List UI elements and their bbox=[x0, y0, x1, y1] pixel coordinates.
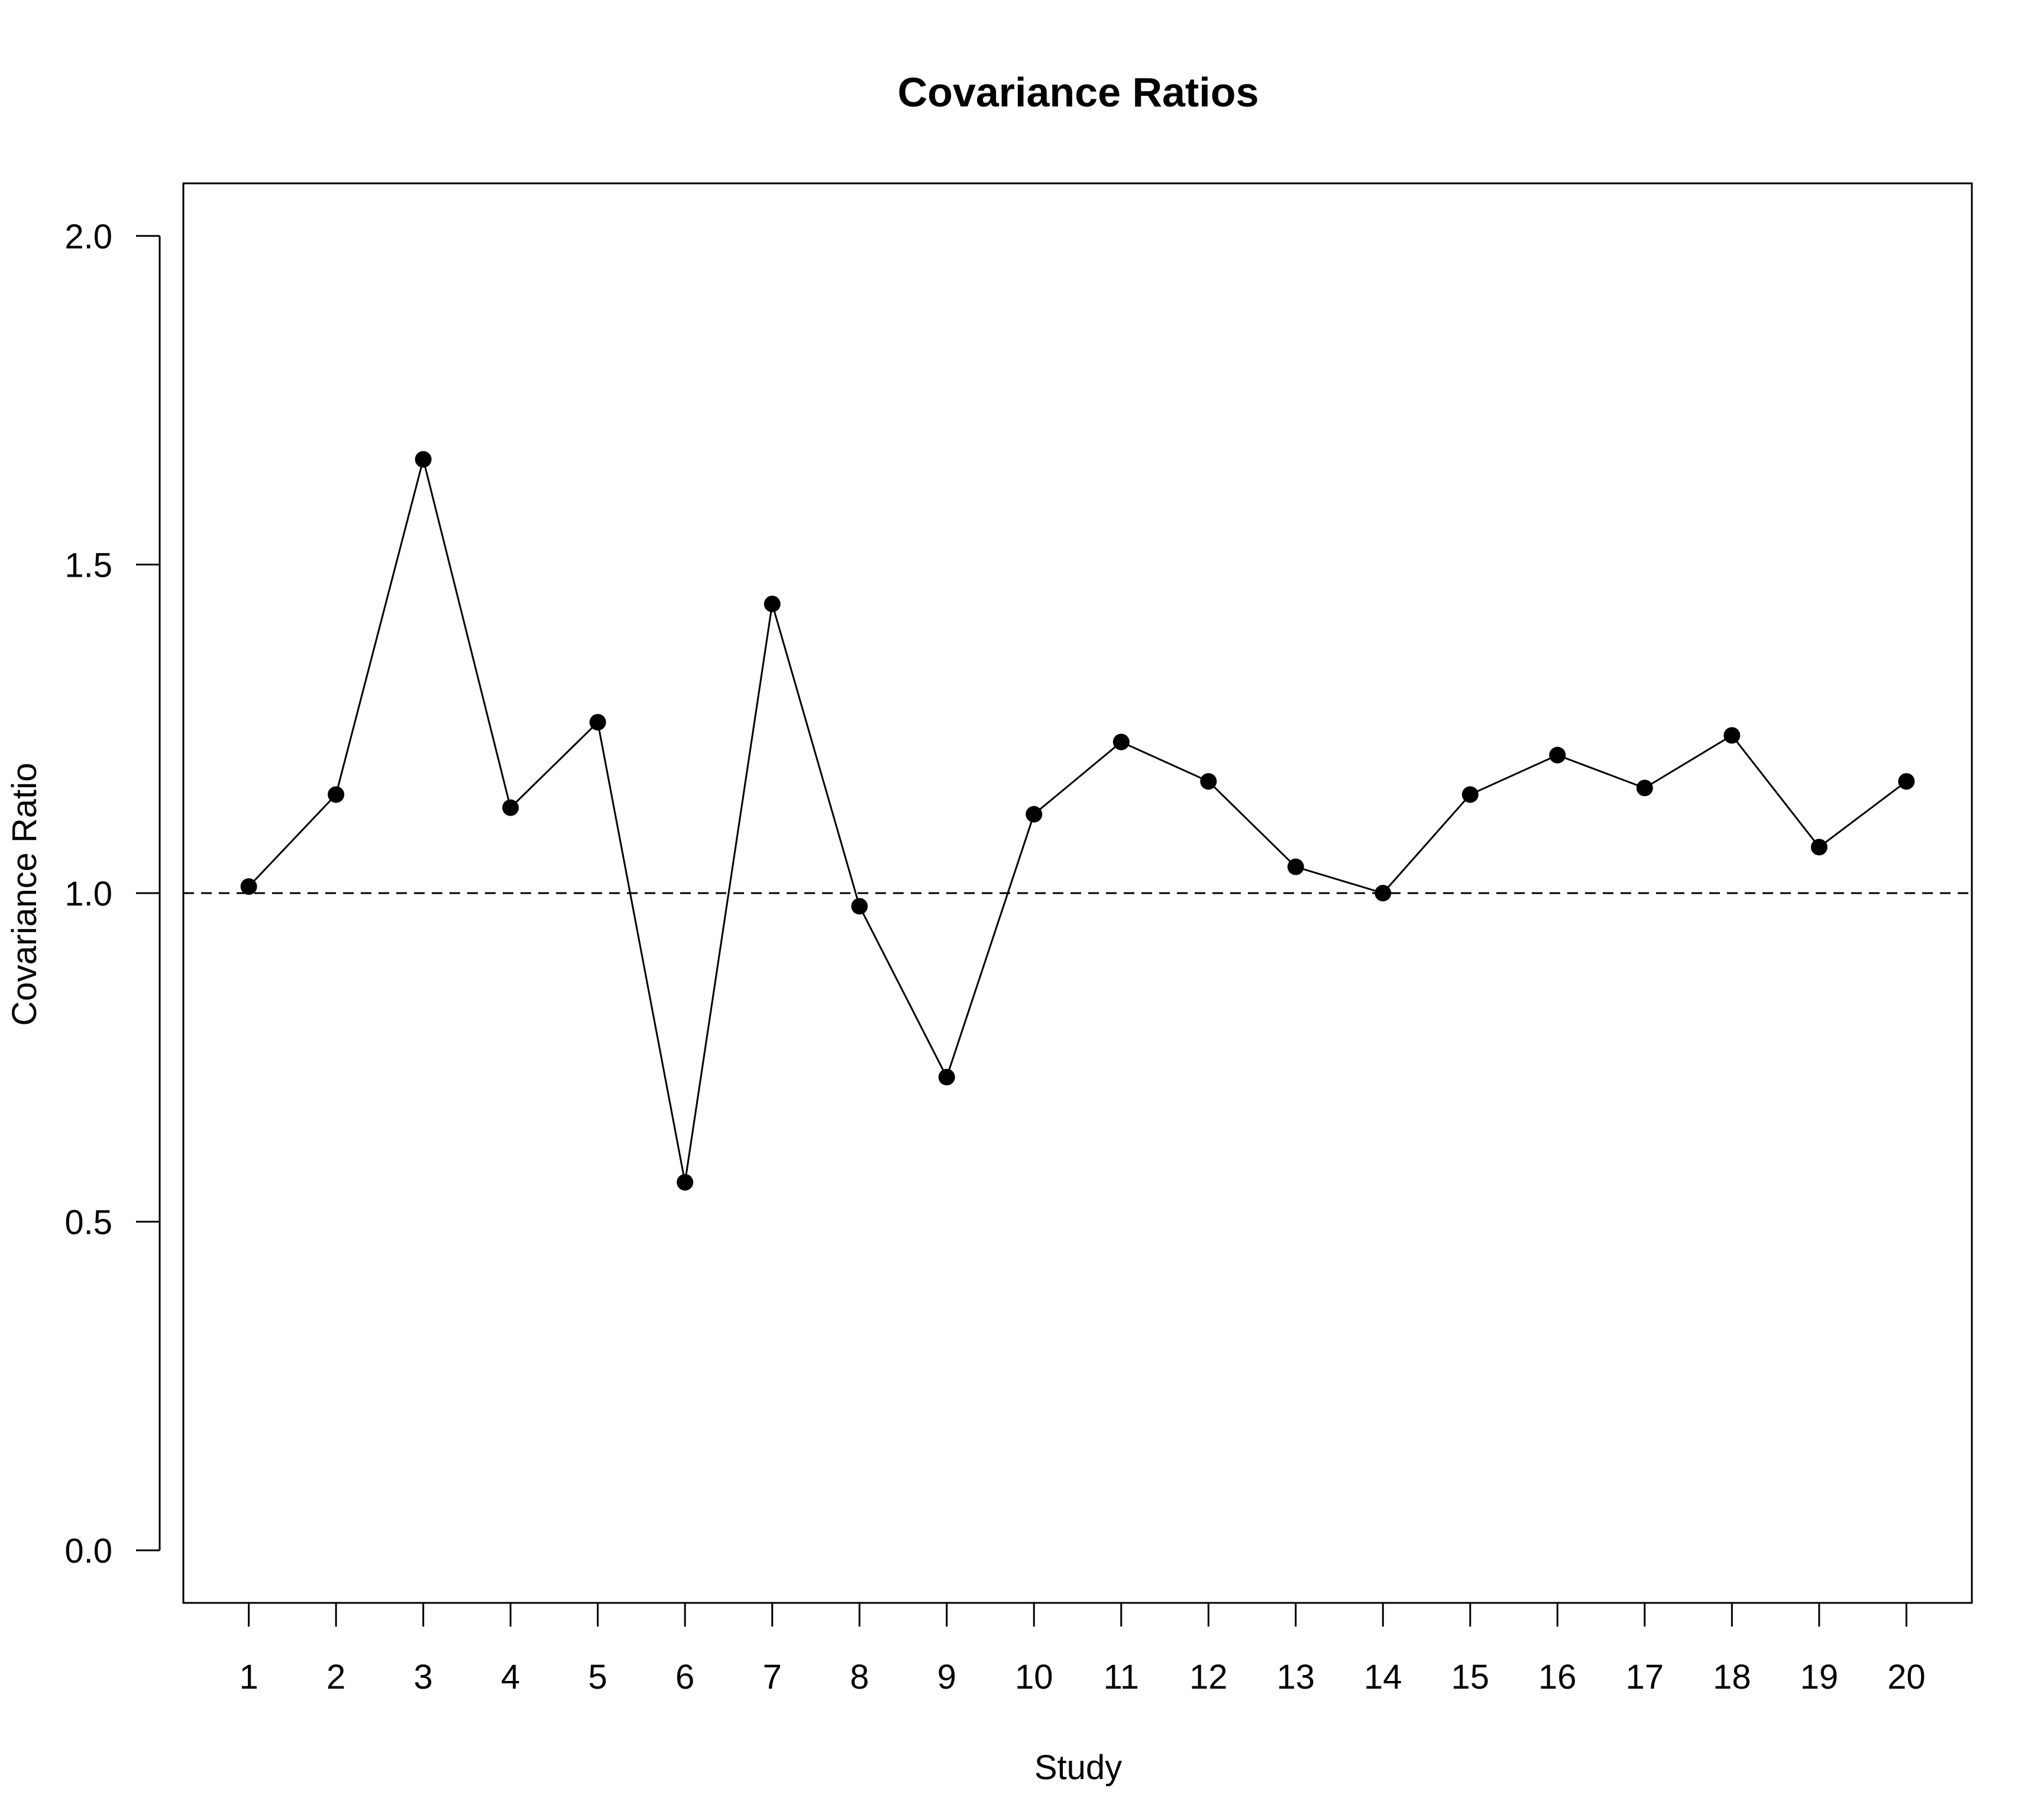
x-tick-label: 9 bbox=[937, 1658, 956, 1696]
data-point bbox=[415, 451, 432, 468]
x-tick-label: 2 bbox=[326, 1658, 345, 1696]
data-point bbox=[1112, 733, 1130, 751]
chart-title: Covariance Ratios bbox=[898, 69, 1259, 115]
x-axis: 1 2 3 4 5 6 7 8 9 10 11 12 13 14 15 16 17 18 19 20 bbox=[240, 1602, 1926, 1696]
x-tick-label: 3 bbox=[414, 1658, 433, 1696]
x-tick-label: 18 bbox=[1713, 1658, 1751, 1696]
x-tick-label: 8 bbox=[850, 1658, 869, 1696]
x-tick-label: 14 bbox=[1364, 1658, 1402, 1696]
series-lines bbox=[248, 459, 1907, 1183]
x-tick-label: 7 bbox=[763, 1658, 782, 1696]
x-tick-label: 16 bbox=[1538, 1658, 1577, 1696]
data-point bbox=[1723, 727, 1741, 744]
data-point bbox=[1636, 780, 1653, 797]
series-points bbox=[240, 451, 1915, 1191]
data-point bbox=[1549, 746, 1566, 764]
x-axis-title: Study bbox=[1034, 1748, 1122, 1787]
x-tick-label: 20 bbox=[1887, 1658, 1926, 1696]
y-tick-label: 2.0 bbox=[64, 218, 112, 256]
data-point bbox=[764, 596, 781, 613]
data-point bbox=[851, 898, 868, 915]
data-point bbox=[1461, 786, 1479, 803]
x-tick-label: 15 bbox=[1451, 1658, 1490, 1696]
x-tick-label: 1 bbox=[240, 1658, 258, 1696]
data-point bbox=[589, 714, 606, 731]
data-point bbox=[1374, 885, 1392, 901]
x-tick-label: 4 bbox=[501, 1658, 520, 1696]
x-tick-label: 17 bbox=[1626, 1658, 1664, 1696]
data-point bbox=[1810, 839, 1828, 856]
y-axis: 0.0 0.5 1.0 1.5 2.0 bbox=[64, 218, 161, 1570]
data-point bbox=[677, 1173, 694, 1191]
data-point bbox=[1898, 773, 1915, 790]
data-point bbox=[1200, 773, 1217, 790]
data-point bbox=[938, 1069, 955, 1086]
y-tick-label: 0.5 bbox=[64, 1204, 112, 1242]
x-tick-label: 5 bbox=[588, 1658, 607, 1696]
y-tick-label: 1.5 bbox=[64, 546, 112, 584]
data-point bbox=[1287, 858, 1304, 875]
x-tick-label: 13 bbox=[1277, 1658, 1315, 1696]
data-point bbox=[240, 878, 257, 895]
y-axis-title: Covariance Ratio bbox=[5, 763, 44, 1026]
data-point bbox=[1026, 806, 1043, 823]
data-point bbox=[328, 786, 345, 803]
y-tick-label: 0.0 bbox=[64, 1532, 112, 1570]
x-tick-label: 12 bbox=[1189, 1658, 1228, 1696]
x-tick-label: 10 bbox=[1015, 1658, 1053, 1696]
data-point bbox=[502, 799, 519, 816]
x-tick-label: 19 bbox=[1800, 1658, 1839, 1696]
y-tick-label: 1.0 bbox=[64, 875, 112, 913]
x-tick-label: 6 bbox=[675, 1658, 694, 1696]
series-line bbox=[248, 459, 1907, 1183]
x-tick-label: 11 bbox=[1104, 1658, 1139, 1696]
